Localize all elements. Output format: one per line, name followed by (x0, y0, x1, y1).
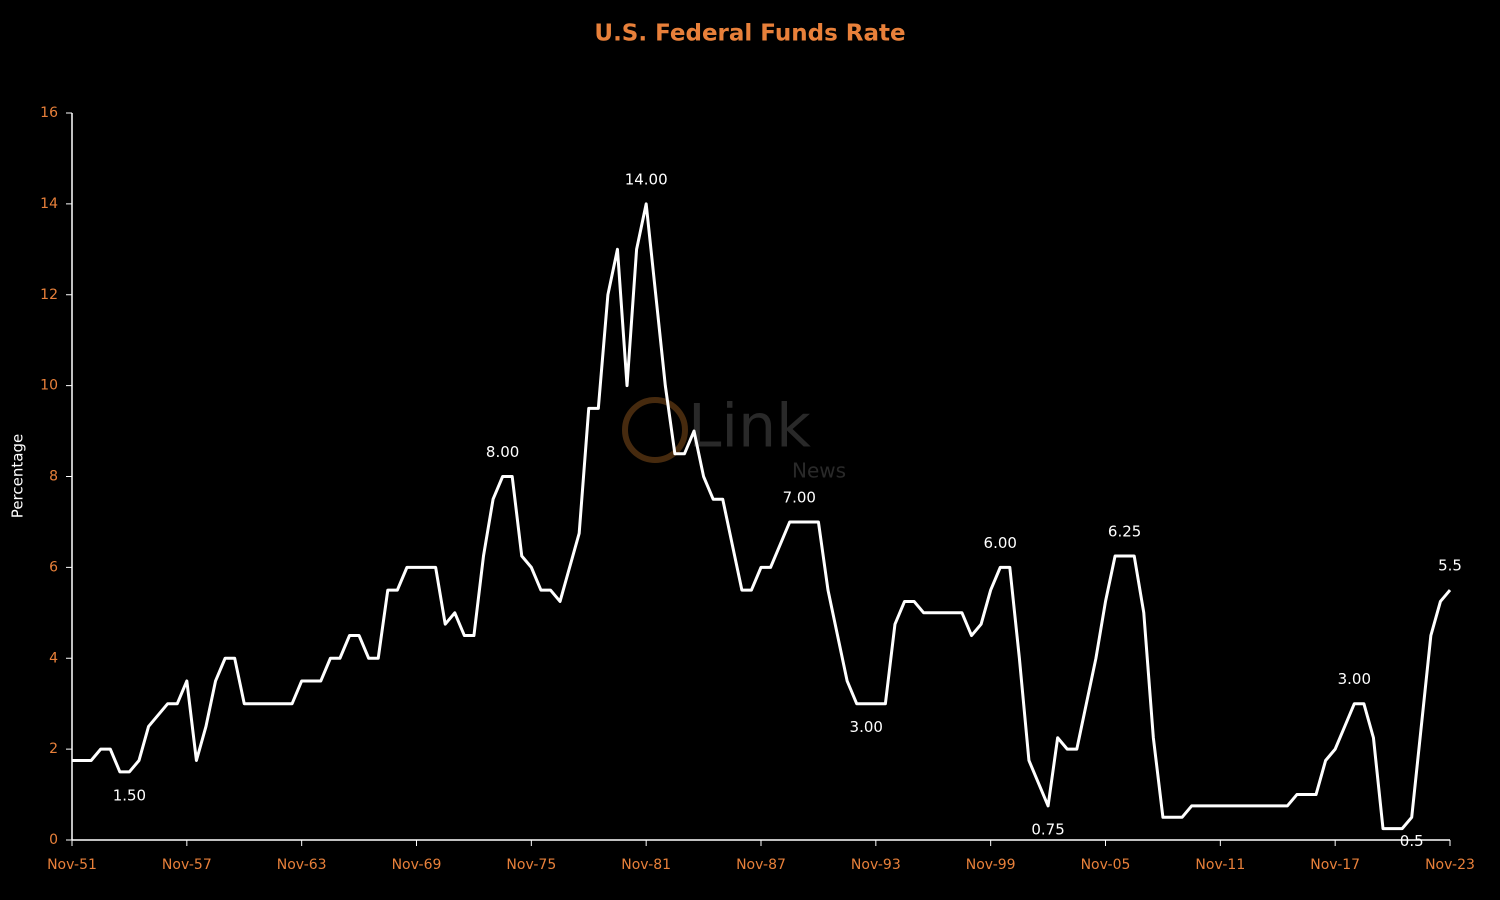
y-axis-label: Percentage (9, 434, 27, 518)
x-tick-label: Nov-81 (621, 857, 671, 873)
x-tick-label: Nov-69 (392, 857, 442, 873)
x-tick-label: Nov-23 (1425, 857, 1475, 873)
data-label: 0.75 (1031, 820, 1064, 838)
data-label: 3.00 (1338, 670, 1371, 688)
x-tick-label: Nov-51 (47, 857, 97, 873)
y-tick-label: 14 (40, 196, 58, 212)
y-tick-label: 2 (49, 741, 58, 757)
x-tick-label: Nov-17 (1310, 857, 1360, 873)
y-tick-label: 10 (40, 378, 58, 394)
watermark-sub: News (792, 459, 846, 483)
data-label: 6.00 (984, 534, 1017, 552)
data-label: 1.50 (113, 786, 146, 804)
line (72, 202, 1452, 831)
x-tick-label: Nov-99 (966, 857, 1016, 873)
y-tick-label: 8 (49, 469, 58, 485)
y-tick-label: 12 (40, 287, 58, 303)
watermark-text: Link (688, 392, 811, 462)
watermark-logo (622, 397, 688, 463)
data-label: 5.5 (1438, 557, 1462, 575)
y-tick-label: 6 (49, 559, 58, 575)
data-label: 7.00 (783, 488, 816, 506)
y-tick-label: 4 (49, 650, 58, 666)
x-tick-label: Nov-05 (1081, 857, 1131, 873)
x-tick-label: Nov-87 (736, 857, 786, 873)
x-tick-label: Nov-75 (506, 857, 556, 873)
x-tick-label: Nov-57 (162, 857, 212, 873)
data-label: 0.5 (1400, 832, 1424, 850)
watermark: Link News (622, 392, 846, 483)
y-tick-label: 0 (49, 832, 58, 848)
x-tick-label: Nov-63 (277, 857, 327, 873)
x-tick-label: Nov-11 (1195, 857, 1245, 873)
chart-title: U.S. Federal Funds Rate (594, 21, 905, 47)
data-label: 14.00 (625, 170, 668, 188)
data-label: 6.25 (1108, 523, 1141, 541)
x-tick-label: Nov-93 (851, 857, 901, 873)
data-label: 3.00 (850, 718, 883, 736)
y-tick-label: 16 (40, 105, 58, 121)
data-label: 8.00 (486, 443, 519, 461)
